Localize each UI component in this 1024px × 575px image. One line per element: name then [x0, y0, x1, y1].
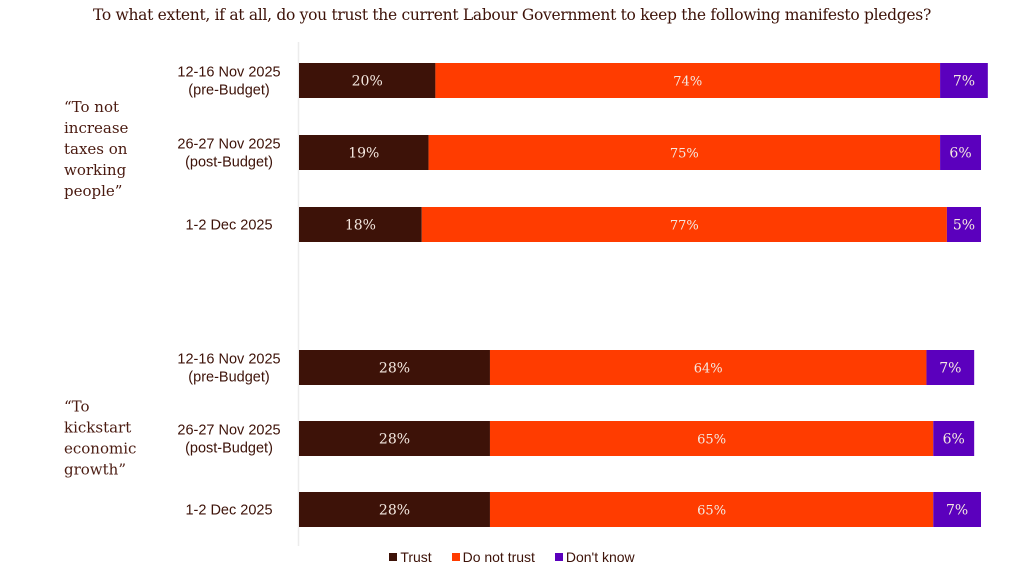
data-label-dont-know: 6% — [949, 146, 971, 162]
bar-segment-do-not-trust — [489, 421, 934, 456]
legend-label-do-not-trust: Do not trust — [462, 549, 535, 565]
bar-segment-dont-know — [933, 492, 981, 527]
legend-swatch-do-not-trust — [451, 553, 460, 561]
data-label-dont-know: 7% — [939, 361, 961, 377]
bar-segment-do-not-trust — [489, 350, 927, 385]
legend-label-trust: Trust — [400, 549, 432, 565]
data-label-trust: 28% — [379, 503, 410, 519]
row-label-line: (post-Budget) — [185, 441, 273, 457]
legend: Trust Do not trust Don't know — [0, 549, 1024, 565]
bar-segment-trust — [299, 492, 490, 527]
bar-segment-dont-know — [940, 135, 981, 170]
row-label: 26-27 Nov 2025 (post-Budget) — [177, 137, 280, 171]
row-label: 12-16 Nov 2025 (pre-Budget) — [177, 352, 280, 386]
group-label-line: “To not — [64, 98, 119, 116]
row-label-line: 12-16 Nov 2025 — [177, 65, 280, 81]
data-label-dont-know: 6% — [943, 432, 965, 448]
bar-segment-trust — [299, 63, 436, 98]
data-label-do-not-trust: 65% — [697, 433, 726, 448]
data-label-do-not-trust: 65% — [697, 504, 726, 519]
row-label-line: 26-27 Nov 2025 — [177, 423, 280, 439]
data-label-do-not-trust: 74% — [673, 75, 702, 90]
data-label-trust: 18% — [345, 218, 376, 234]
row-label: 1-2 Dec 2025 — [185, 503, 272, 519]
bar-segment-dont-know — [946, 207, 981, 242]
bar-segment-do-not-trust — [428, 135, 941, 170]
bar-segment-trust — [299, 421, 490, 456]
data-label-trust: 19% — [348, 146, 379, 162]
row-label-line: 26-27 Nov 2025 — [177, 137, 280, 153]
legend-swatch-dont-know — [554, 553, 563, 561]
legend-label-dont-know: Don't know — [565, 549, 635, 565]
group-label-line: increase — [64, 119, 129, 137]
group-label-line: kickstart — [64, 419, 131, 437]
group-label: “To not increase taxes on working people” — [64, 98, 129, 200]
legend-swatch-trust — [389, 553, 398, 561]
bar-segment-dont-know — [933, 421, 975, 456]
row-label: 26-27 Nov 2025 (post-Budget) — [177, 423, 280, 457]
row-label-line: (pre-Budget) — [188, 83, 269, 99]
row-label-line: 1-2 Dec 2025 — [185, 503, 272, 519]
bar-segment-trust — [299, 135, 429, 170]
data-label-dont-know: 7% — [946, 503, 968, 519]
data-label-do-not-trust: 64% — [694, 362, 723, 377]
row-label: 1-2 Dec 2025 — [185, 218, 272, 234]
legend-item-dont-know: Don't know — [554, 549, 635, 565]
legend-item-do-not-trust: Do not trust — [451, 549, 535, 565]
group-label-line: people” — [64, 182, 122, 200]
bar-segment-do-not-trust — [435, 63, 941, 98]
data-label-dont-know: 7% — [953, 74, 975, 90]
group-label-line: working — [64, 161, 127, 179]
group-label-line: economic — [64, 440, 136, 458]
group-label-line: “To — [64, 398, 90, 416]
row-label-line: (pre-Budget) — [188, 370, 269, 386]
row-label-line: (post-Budget) — [185, 155, 273, 171]
legend-item-trust: Trust — [389, 549, 432, 565]
group-label-line: taxes on — [64, 140, 128, 158]
chart-title: To what extent, if at all, do you trust … — [93, 6, 931, 24]
bar-segment-trust — [299, 350, 490, 385]
bar-segment-do-not-trust — [421, 207, 947, 242]
data-label-trust: 20% — [352, 74, 383, 90]
bar-segment-dont-know — [926, 350, 975, 385]
data-label-trust: 28% — [379, 361, 410, 377]
bar-segment-do-not-trust — [489, 492, 934, 527]
group-label-line: growth” — [64, 461, 126, 479]
data-label-do-not-trust: 77% — [670, 219, 699, 234]
bar-segment-dont-know — [940, 63, 988, 98]
row-label: 12-16 Nov 2025 (pre-Budget) — [177, 65, 280, 99]
row-label-line: 1-2 Dec 2025 — [185, 218, 272, 234]
group-label: “To kickstart economic growth” — [64, 398, 136, 479]
data-label-dont-know: 5% — [953, 218, 975, 234]
bar-segment-trust — [299, 207, 422, 242]
row-label-line: 12-16 Nov 2025 — [177, 352, 280, 368]
data-label-trust: 28% — [379, 432, 410, 448]
data-label-do-not-trust: 75% — [670, 147, 699, 162]
